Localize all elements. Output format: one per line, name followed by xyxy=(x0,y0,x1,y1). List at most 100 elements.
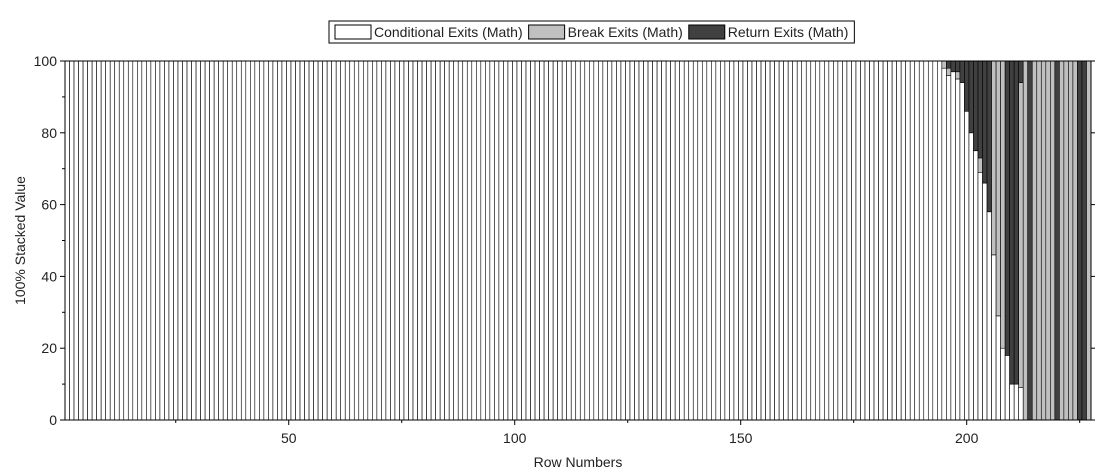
bar-segment xyxy=(177,60,183,421)
bar-segment xyxy=(268,60,274,421)
bar-segment xyxy=(245,60,251,421)
bar-segment xyxy=(430,60,436,421)
bar-segment xyxy=(530,60,536,421)
x-tick-label: 100 xyxy=(503,430,527,446)
x-axis-title: Row Numbers xyxy=(534,454,623,470)
bar-segment xyxy=(1022,60,1029,421)
bar-segment xyxy=(977,60,983,159)
bar-segment xyxy=(647,60,653,421)
bar-segment xyxy=(593,60,599,421)
bar-segment xyxy=(991,60,997,256)
bar-segment xyxy=(322,60,328,421)
bar-segment xyxy=(991,254,997,421)
bar-segment xyxy=(982,60,988,184)
bar-segment xyxy=(204,60,210,421)
bar-segment xyxy=(855,60,861,421)
bar-segment xyxy=(489,60,495,421)
bar-segment xyxy=(186,60,192,421)
bar-segment xyxy=(503,60,509,421)
bar-segment xyxy=(679,60,685,421)
bar-segment xyxy=(566,60,572,421)
bar-segment xyxy=(652,60,658,421)
bar-segment xyxy=(882,60,888,421)
bar-segment xyxy=(1045,60,1051,421)
bar-segment xyxy=(1013,383,1019,421)
bar-segment xyxy=(751,60,757,421)
bar-segment xyxy=(137,60,143,421)
bar-segment xyxy=(403,60,409,421)
bar-segment xyxy=(1036,60,1042,421)
bar-segment xyxy=(141,60,147,421)
bar-segment xyxy=(747,60,753,421)
bar-segment xyxy=(1077,60,1083,421)
bar-segment xyxy=(82,60,88,421)
bar-segment xyxy=(950,60,956,73)
bar-segment xyxy=(602,60,608,421)
bar-segment xyxy=(1027,60,1033,421)
bar-segment xyxy=(688,60,694,421)
bar-segment xyxy=(570,60,577,421)
bar-segment xyxy=(367,60,373,421)
bar-segment xyxy=(796,60,803,421)
legend-label: Conditional Exits (Math) xyxy=(374,24,523,40)
bar-segment xyxy=(918,60,925,421)
bar-segment xyxy=(462,60,468,421)
bar-segment xyxy=(638,60,644,421)
bar-segment xyxy=(1081,60,1087,421)
bar-segment xyxy=(344,60,351,421)
bar-segment xyxy=(236,60,242,421)
bar-segment xyxy=(869,60,875,421)
bar-segment xyxy=(801,60,807,421)
bar-segment xyxy=(457,60,464,421)
bar-segment xyxy=(317,60,323,421)
bar-segment xyxy=(927,60,934,421)
bar-segment xyxy=(701,60,708,421)
bar-segment xyxy=(227,60,233,421)
bar-segment xyxy=(724,60,730,421)
y-tick-label: 80 xyxy=(41,125,57,141)
bar-segment xyxy=(114,60,120,421)
y-tick-label: 20 xyxy=(41,340,57,356)
bar-segment xyxy=(295,60,301,421)
bar-segment xyxy=(620,60,626,421)
bar-segment xyxy=(1000,347,1006,421)
bar-segment xyxy=(259,60,265,421)
bar-segment xyxy=(842,60,848,421)
bar-segment xyxy=(159,60,165,421)
bar-segment xyxy=(946,67,952,76)
x-tick-label: 200 xyxy=(955,430,979,446)
bar-segment xyxy=(1040,60,1047,421)
bar-segment xyxy=(263,60,269,421)
bar-segment xyxy=(846,60,852,421)
bar-segment xyxy=(299,60,305,421)
bar-segment xyxy=(706,60,712,421)
bar-segment xyxy=(96,60,102,421)
axes-layer: 0 20 40 60 80 100 50 100 150 200 xyxy=(34,53,1095,446)
bar-segment xyxy=(1050,60,1056,421)
x-tick-label: 150 xyxy=(729,430,753,446)
bar-segment xyxy=(286,60,292,421)
bar-segment xyxy=(909,60,916,421)
bar-segment xyxy=(878,60,884,421)
bar-segment xyxy=(471,60,477,421)
bar-segment xyxy=(579,60,586,421)
bar-segment xyxy=(272,60,278,421)
bar-segment xyxy=(123,60,129,421)
bar-segment xyxy=(453,60,459,421)
bar-segment xyxy=(109,60,116,421)
bar-segment xyxy=(240,60,247,421)
bar-segment xyxy=(308,60,314,421)
bar-segment xyxy=(765,60,771,421)
bar-segment xyxy=(73,60,79,421)
bar-segment xyxy=(720,60,726,421)
bar-segment xyxy=(304,60,310,421)
bar-segment xyxy=(887,60,893,421)
bar-segment xyxy=(534,60,540,421)
bar-segment xyxy=(448,60,455,421)
bar-segment xyxy=(891,60,897,421)
bar-segment xyxy=(521,60,527,421)
bar-segment xyxy=(231,60,238,421)
bar-segment xyxy=(340,60,346,421)
bar-segment xyxy=(616,60,622,421)
bar-segment xyxy=(313,60,319,421)
